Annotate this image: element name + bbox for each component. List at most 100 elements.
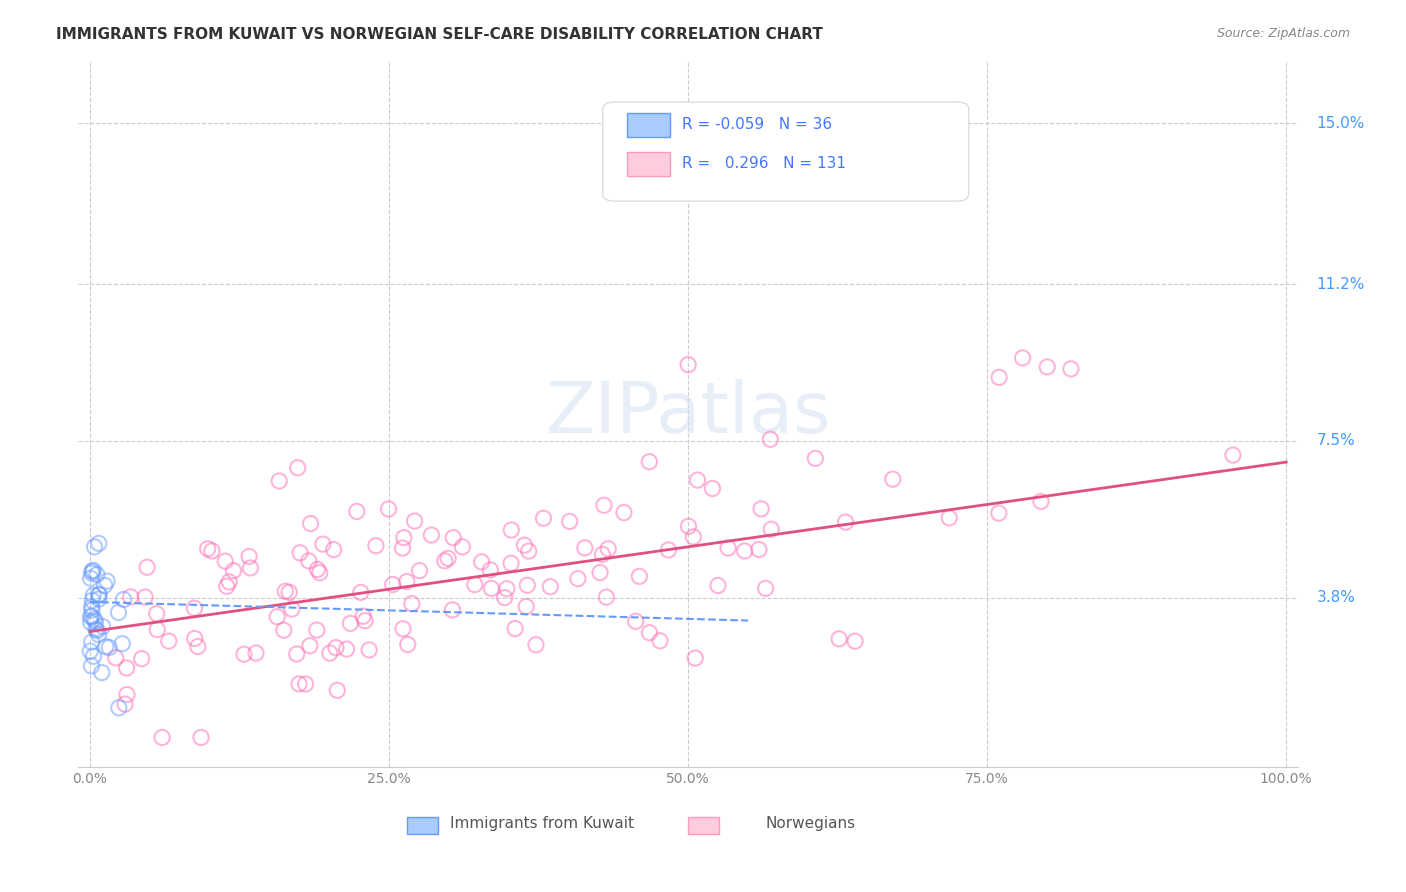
Text: Source: ZipAtlas.com: Source: ZipAtlas.com [1216,27,1350,40]
Point [274,584,297,599]
Point [381,577,404,591]
Point [299,516,322,531]
Point [82,588,104,602]
Point [87,592,110,607]
Point [392,531,415,545]
Point [288,677,311,691]
Point [307,562,329,576]
Point [749,501,772,516]
Point [278,585,301,599]
Point [294,677,316,691]
Point [987,506,1010,520]
Point [269,474,291,488]
Point [591,548,613,562]
Point [686,473,709,487]
Point [112,592,135,607]
Point [281,602,304,616]
Bar [627,112,669,137]
Point [233,647,256,661]
Point [266,609,288,624]
Point [628,569,651,583]
Point [80,609,103,624]
Point [589,566,612,580]
Point [115,661,138,675]
Point [938,511,960,525]
Point [336,642,359,657]
Point [464,577,486,591]
Point [451,540,474,554]
Point [648,633,671,648]
Point [513,538,536,552]
Point [145,607,167,621]
Point [87,588,110,602]
Point [734,544,756,558]
Point [574,541,596,555]
Point [79,571,101,585]
Point [80,635,103,649]
Point [80,603,103,617]
FancyBboxPatch shape [603,102,969,201]
Point [533,511,555,525]
Point [83,612,105,626]
Point [364,539,387,553]
Point [86,567,108,582]
Point [567,572,589,586]
Point [828,632,851,646]
Point [215,579,238,593]
Point [761,522,783,536]
Point [1029,494,1052,508]
Point [339,616,361,631]
Point [79,644,101,658]
Text: R =   0.296   N = 131: R = 0.296 N = 131 [682,156,846,171]
Point [157,634,180,648]
Point [82,649,104,664]
Point [479,563,502,577]
Point [136,560,159,574]
Bar [408,817,439,834]
Point [499,556,522,570]
Point [352,609,374,624]
Point [298,639,321,653]
Point [104,650,127,665]
Point [322,542,344,557]
Point [503,622,526,636]
Point [238,549,260,564]
Point [988,370,1011,384]
Point [150,731,173,745]
Point [479,582,502,596]
Point [131,651,153,665]
Point [325,640,347,655]
Point [91,619,114,633]
Point [408,564,430,578]
Point [87,627,110,641]
Point [441,531,464,545]
Text: 3.8%: 3.8% [1316,591,1355,605]
Point [538,580,561,594]
Point [298,554,321,568]
Text: Immigrants from Kuwait: Immigrants from Kuwait [450,816,634,831]
Point [755,582,778,596]
Point [638,455,661,469]
Point [515,599,537,614]
Point [80,659,103,673]
Point [404,514,426,528]
Point [707,578,730,592]
Point [676,358,699,372]
Point [184,632,207,646]
Point [433,554,456,568]
Point [391,541,413,555]
Point [214,554,236,568]
Point [79,615,101,630]
Point [107,606,129,620]
Text: 11.2%: 11.2% [1316,277,1365,292]
Point [501,523,523,537]
Point [287,460,309,475]
Point [401,597,423,611]
Point [84,622,107,636]
Point [613,506,636,520]
Point [305,623,328,637]
Text: IMMIGRANTS FROM KUWAIT VS NORWEGIAN SELF-CARE DISABILITY CORRELATION CHART: IMMIGRANTS FROM KUWAIT VS NORWEGIAN SELF… [56,27,823,42]
Point [420,528,443,542]
Point [218,574,240,589]
Point [496,582,519,596]
